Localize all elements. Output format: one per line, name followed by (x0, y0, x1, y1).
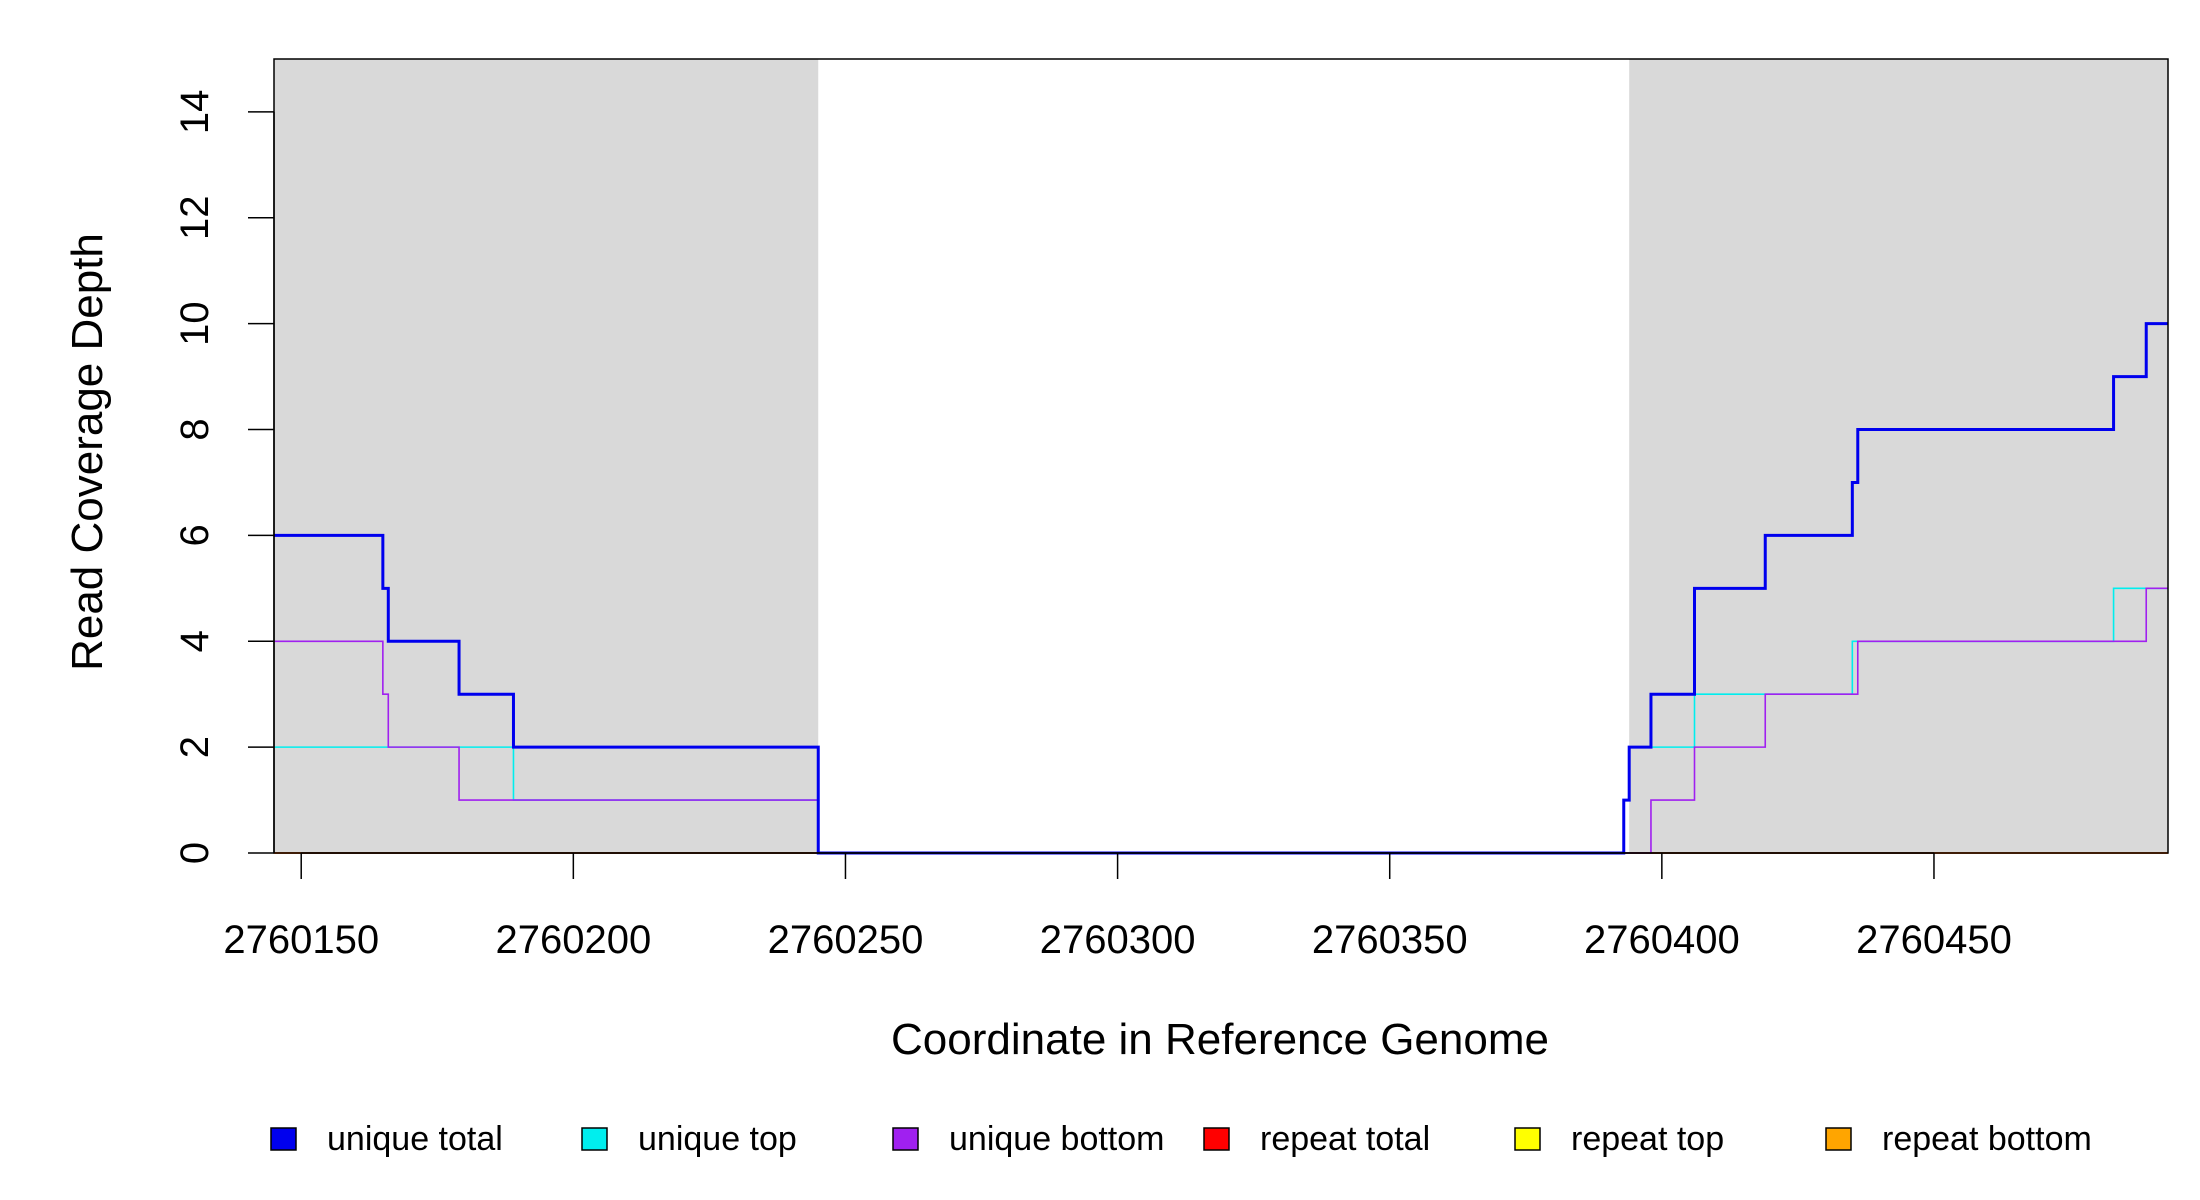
y-axis-title: Read Coverage Depth (63, 233, 112, 671)
legend-swatch (581, 1127, 608, 1151)
y-axis: 0 2 4 6 8 10 12 14 (173, 90, 275, 864)
x-tick-label: 2760450 (1856, 918, 2012, 962)
x-tick-label: 2760300 (1040, 918, 1196, 962)
y-tick-label: 4 (173, 630, 217, 652)
legend-label: repeat total (1260, 1120, 1430, 1158)
legend-label: unique bottom (949, 1120, 1165, 1158)
x-tick-label: 2760250 (768, 918, 924, 962)
legend-swatch (1514, 1127, 1541, 1151)
y-tick-label: 10 (173, 301, 217, 346)
shaded-regions (274, 59, 2168, 853)
y-tick-label: 0 (173, 842, 217, 864)
legend-item: repeat top (1514, 1120, 1724, 1158)
x-axis: 2760150 2760200 2760250 2760300 2760350 27604… (223, 852, 2012, 962)
legend-swatch (1203, 1127, 1230, 1151)
shaded-region-1 (274, 59, 819, 853)
y-tick-label: 8 (173, 418, 217, 440)
y-tick-label: 14 (173, 90, 217, 135)
x-tick-label: 2760150 (223, 918, 379, 962)
legend-label: repeat top (1571, 1120, 1724, 1158)
legend-label: repeat bottom (1882, 1120, 2092, 1158)
x-tick-label: 2760350 (1312, 918, 1468, 962)
legend-item: unique bottom (892, 1120, 1165, 1158)
series-line-unique-total (274, 322, 2168, 855)
legend-item: unique top (581, 1120, 797, 1158)
legend-swatch (270, 1127, 297, 1151)
y-tick-label: 12 (173, 196, 217, 241)
y-tick-label: 6 (173, 524, 217, 546)
legend-label: unique top (638, 1120, 797, 1158)
legend-swatch (892, 1127, 919, 1151)
shaded-region-2 (1629, 59, 2168, 853)
legend-swatch (1825, 1127, 1852, 1151)
series-line-unique-bottom (274, 587, 2168, 854)
legend: unique total unique top unique bottom repea… (270, 1120, 2092, 1158)
legend-item: repeat total (1203, 1120, 1430, 1158)
y-tick-label: 2 (173, 736, 217, 758)
legend-item: unique total (270, 1120, 503, 1158)
legend-label: unique total (327, 1120, 503, 1158)
x-tick-label: 2760400 (1584, 918, 1740, 962)
x-tick-label: 2760200 (495, 918, 651, 962)
legend-item: repeat bottom (1825, 1120, 2092, 1158)
x-axis-title: Coordinate in Reference Genome (891, 1015, 1549, 1064)
